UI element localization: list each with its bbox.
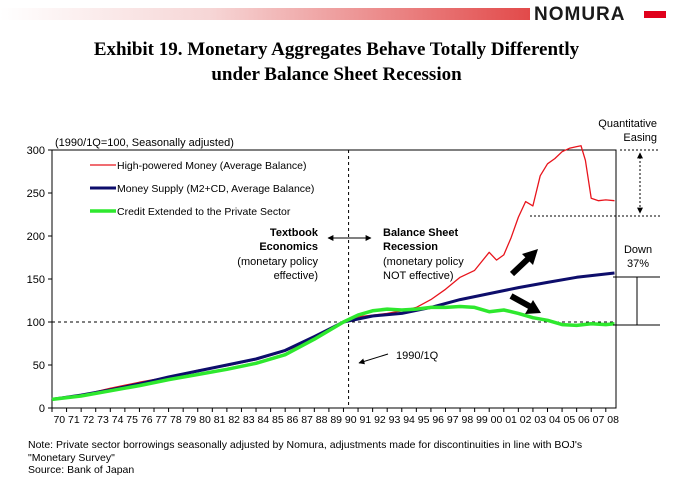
legend-label: Credit Extended to the Private Sector	[117, 206, 291, 218]
qe-label-2: Easing	[623, 132, 657, 144]
x-tick-label: 85	[272, 414, 284, 426]
y-tick-label: 100	[27, 317, 45, 329]
x-tick-label: 99	[476, 414, 488, 426]
y-tick-label: 150	[27, 274, 45, 286]
reference-lines	[52, 150, 616, 408]
bsr-label-1: Balance Sheet	[383, 227, 459, 239]
x-tick-label: 82	[228, 414, 240, 426]
series-lines	[51, 145, 615, 402]
y-tick-label: 200	[27, 231, 45, 243]
x-tick-label: 79	[185, 414, 197, 426]
up-arrow-icon	[509, 249, 538, 277]
x-tick-label: 90	[345, 414, 357, 426]
x-tick-label: 71	[68, 414, 80, 426]
x-tick-label: 97	[447, 414, 459, 426]
x-tick-label: 92	[374, 414, 386, 426]
x-tick-label: 95	[418, 414, 430, 426]
down-arrow-icon	[509, 293, 541, 314]
pointer-arrow-icon	[358, 353, 389, 365]
chart-subtitle: (1990/1Q=100, Seasonally adjusted)	[55, 137, 234, 149]
y-tick-label: 250	[27, 188, 45, 200]
series-line-3	[51, 304, 615, 402]
x-tick-label: 80	[199, 414, 211, 426]
down-annotation: Down 37%	[624, 244, 652, 270]
x-tick-label: 93	[389, 414, 401, 426]
textbook-label-3: (monetary policy	[237, 256, 318, 268]
x-tick-label: 08	[607, 414, 619, 426]
x-tick-label: 77	[155, 414, 167, 426]
x-tick-label: 88	[316, 414, 328, 426]
x-tick-label: 73	[97, 414, 109, 426]
x-tick-label: 81	[214, 414, 226, 426]
page-title: Exhibit 19. Monetary Aggregates Behave T…	[0, 37, 673, 87]
bsr-label-2: Recession	[383, 241, 438, 253]
x-tick-label: 70	[53, 414, 65, 426]
chart-legend: High-powered Money (Average Balance) Mone…	[90, 160, 314, 218]
textbook-label-1: Textbook	[270, 227, 319, 239]
bsr-label-4: NOT effective)	[383, 270, 454, 282]
legend-label: Money Supply (M2+CD, Average Balance)	[117, 183, 314, 195]
qe-label-1: Quantitative	[598, 118, 657, 130]
qe-annotation: Quantitative Easing	[598, 118, 657, 144]
y-tick-label: 50	[33, 360, 45, 372]
x-tick-label: 96	[432, 414, 444, 426]
x-tick-label: 83	[243, 414, 255, 426]
x-tick-label: 91	[359, 414, 371, 426]
x-tick-label: 01	[505, 414, 517, 426]
y-tick-label: 300	[27, 145, 45, 157]
x-tick-label: 94	[403, 414, 415, 426]
textbook-label-4: effective)	[274, 270, 318, 282]
x-tick-label: 75	[126, 414, 138, 426]
down-label-2: 37%	[627, 258, 649, 270]
x-tick-label: 76	[141, 414, 153, 426]
x-tick-label: 74	[112, 414, 124, 426]
x-tick-label: 07	[593, 414, 605, 426]
textbook-annotation: Textbook Economics (monetary policy effe…	[237, 227, 319, 282]
x-tick-label: 04	[549, 414, 561, 426]
source-line: Source: Bank of Japan	[28, 464, 135, 476]
x-tick-label: 98	[462, 414, 474, 426]
note-line-2: "Monetary Survey"	[28, 451, 115, 464]
down-label-1: Down	[624, 244, 652, 256]
footer-notes: Note: Private sector borrowings seasonal…	[28, 439, 582, 477]
x-tick-label: 84	[257, 414, 269, 426]
y-tick-label: 0	[39, 403, 45, 415]
header-gradient-bar	[0, 8, 530, 20]
q1990-label: 1990/1Q	[396, 350, 439, 362]
bsr-label-3: (monetary policy	[383, 256, 464, 268]
x-tick-label: 87	[301, 414, 313, 426]
x-tick-label: 89	[330, 414, 342, 426]
x-tick-label: 03	[534, 414, 546, 426]
title-line-1: Exhibit 19. Monetary Aggregates Behave T…	[93, 39, 580, 60]
logo-red-bar	[644, 11, 666, 18]
x-tick-label: 06	[578, 414, 590, 426]
x-tick-label: 00	[491, 414, 503, 426]
textbook-label-2: Economics	[259, 241, 318, 253]
note-line-1: Note: Private sector borrowings seasonal…	[28, 439, 583, 451]
legend-label: High-powered Money (Average Balance)	[117, 160, 307, 172]
x-tick-label: 86	[287, 414, 299, 426]
nomura-logo: NOMURA	[534, 4, 626, 25]
x-tick-label: 05	[564, 414, 576, 426]
title-line-2: under Balance Sheet Recession	[211, 64, 462, 85]
x-tick-label: 78	[170, 414, 182, 426]
bsr-annotation: Balance Sheet Recession (monetary policy…	[383, 227, 464, 282]
x-tick-label: 72	[83, 414, 95, 426]
x-tick-label: 02	[520, 414, 532, 426]
series-line-2	[51, 271, 615, 401]
